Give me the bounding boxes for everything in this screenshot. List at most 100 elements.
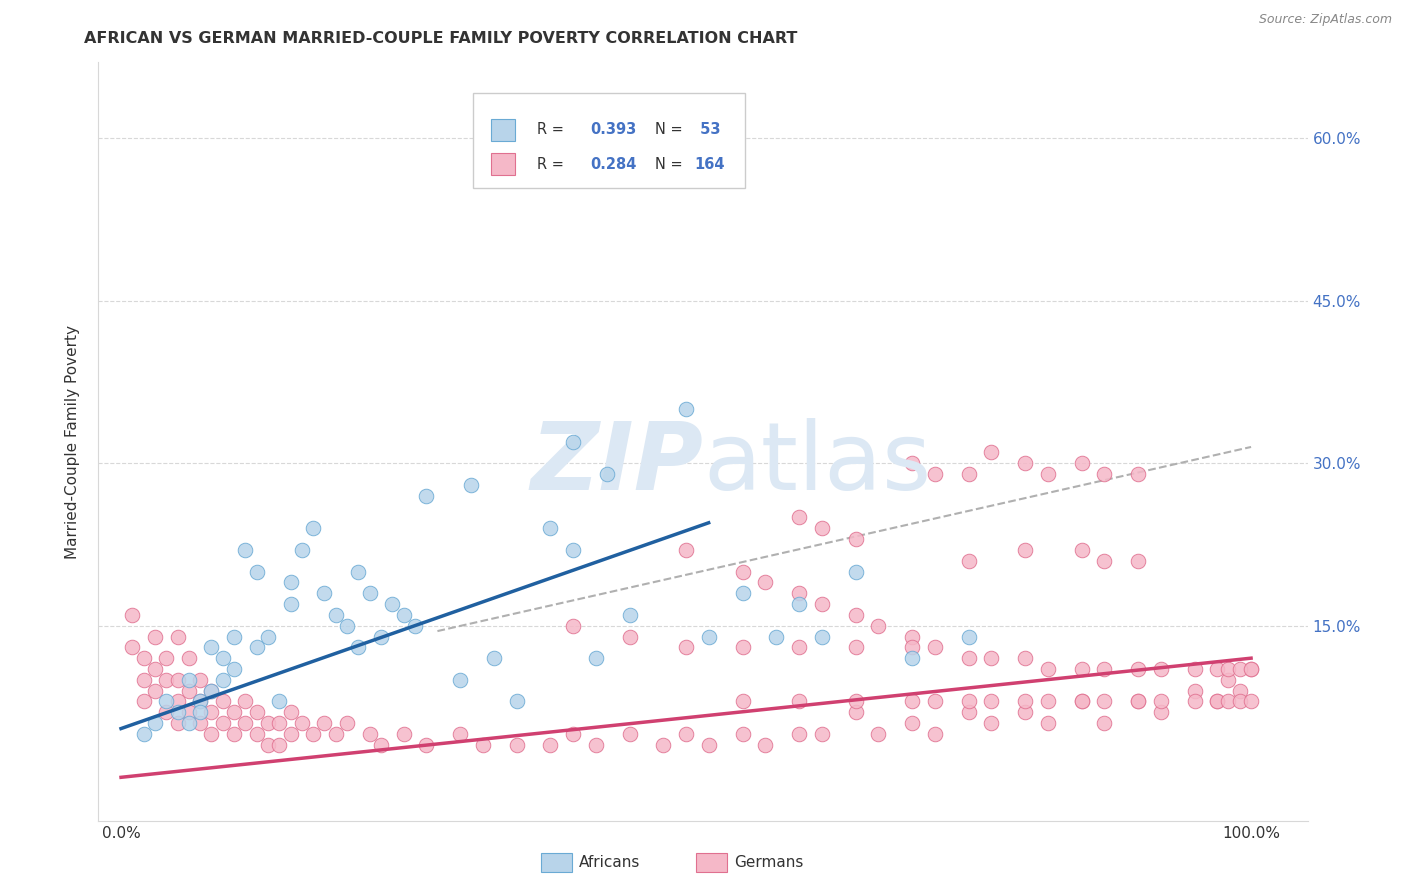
Point [482,651,505,665]
Point [924,694,946,708]
Point [957,651,980,665]
Point [211,716,233,731]
Point [1070,456,1092,470]
Point [280,727,302,741]
Point [675,542,697,557]
Point [787,586,810,600]
Point [845,532,868,546]
Point [188,716,211,731]
Point [787,727,810,741]
Point [1218,694,1240,708]
Point [1240,662,1263,676]
Point [177,651,200,665]
Point [269,716,291,731]
Point [325,607,347,622]
Point [200,683,222,698]
Point [765,630,787,644]
Point [370,630,392,644]
Point [166,694,188,708]
Point [1184,662,1206,676]
Point [233,694,256,708]
Point [211,694,233,708]
Point [810,597,832,611]
Point [1206,662,1229,676]
Point [155,673,177,687]
Point [731,586,754,600]
Point [188,694,211,708]
Point [200,640,222,655]
Point [1229,662,1251,676]
Point [166,716,188,731]
Point [188,694,211,708]
Point [177,673,200,687]
Point [957,706,980,720]
Y-axis label: Married-Couple Family Poverty: Married-Couple Family Poverty [65,325,80,558]
Point [132,727,155,741]
Point [1092,467,1115,481]
Point [957,467,980,481]
Point [155,651,177,665]
Point [336,618,359,632]
Point [1036,694,1059,708]
Point [754,575,776,590]
Text: N =: N = [655,156,682,171]
Point [257,630,280,644]
Point [1092,662,1115,676]
Point [619,607,641,622]
Point [460,478,482,492]
Point [810,630,832,644]
Point [675,402,697,417]
Point [1229,683,1251,698]
Point [166,706,188,720]
Text: ZIP: ZIP [530,418,703,510]
Point [155,706,177,720]
Point [1036,467,1059,481]
Point [1014,651,1036,665]
Point [562,618,585,632]
Point [1036,716,1059,731]
Point [924,467,946,481]
Point [845,565,868,579]
Point [1014,456,1036,470]
Point [370,738,392,752]
Point [188,706,211,720]
Point [1218,662,1240,676]
Point [246,706,269,720]
Point [845,694,868,708]
Point [652,738,675,752]
Point [211,651,233,665]
Text: AFRICAN VS GERMAN MARRIED-COUPLE FAMILY POVERTY CORRELATION CHART: AFRICAN VS GERMAN MARRIED-COUPLE FAMILY … [84,31,797,46]
Point [1240,694,1263,708]
Point [222,662,245,676]
FancyBboxPatch shape [492,120,515,141]
Point [246,640,269,655]
Point [177,683,200,698]
Text: N =: N = [655,122,682,137]
Point [1092,694,1115,708]
Point [980,716,1002,731]
Point [302,521,325,535]
Point [787,694,810,708]
Point [562,727,585,741]
Point [585,738,607,752]
Point [143,716,166,731]
Point [121,640,143,655]
Point [1014,542,1036,557]
Point [538,738,561,752]
Point [359,727,381,741]
Text: atlas: atlas [703,418,931,510]
Point [336,716,359,731]
Point [980,694,1002,708]
Point [924,727,946,741]
Point [1126,662,1149,676]
Point [222,630,245,644]
Point [538,521,561,535]
Point [347,565,370,579]
Point [1014,706,1036,720]
Point [1184,683,1206,698]
Point [675,727,697,741]
Point [901,651,924,665]
Text: Source: ZipAtlas.com: Source: ZipAtlas.com [1258,13,1392,27]
Point [211,673,233,687]
Point [1150,694,1173,708]
